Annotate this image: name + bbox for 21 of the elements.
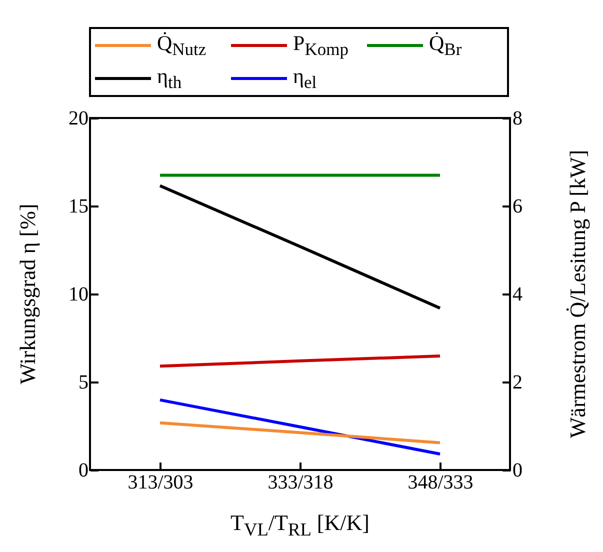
y-tick-label: 0 xyxy=(78,460,88,482)
y-tick-label: 10 xyxy=(68,284,88,306)
y2-tick-label: 2 xyxy=(512,372,522,394)
y2-tick-label: 0 xyxy=(512,460,522,482)
y-axis-title: Wirkungsgrad η [%] xyxy=(15,204,40,384)
legend-label: P$_{Komp}$ xyxy=(293,30,348,60)
y2-axis-title: Wärmestrom Q̇/Lesitung P [kW] xyxy=(565,150,590,438)
x-tick-label: 348/333 xyxy=(408,472,474,494)
legend-label: η$_{el}$ xyxy=(293,64,317,94)
legend-label: Q̇$_{Nutz}$ xyxy=(157,30,206,60)
x-tick-label: 313/303 xyxy=(128,472,194,494)
x-tick-label: 333/318 xyxy=(268,472,334,494)
legend-label: η$_{th}$ xyxy=(157,64,182,94)
y2-tick-label: 6 xyxy=(512,196,522,218)
y-tick-label: 20 xyxy=(68,108,88,130)
y-tick-label: 5 xyxy=(78,372,88,394)
x-axis-title: T$_{VL}$/T$_{RL}$ [K/K] xyxy=(230,510,370,540)
y2-tick-label: 4 xyxy=(512,284,522,306)
y-tick-label: 15 xyxy=(68,196,88,218)
legend-label: Q̇$_{Br}$ xyxy=(429,30,462,60)
y2-tick-label: 8 xyxy=(512,108,522,130)
